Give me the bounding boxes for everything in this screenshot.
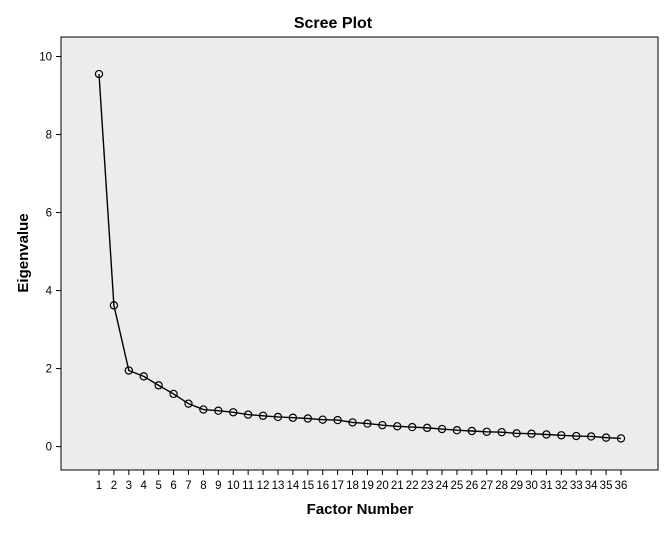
x-tick-label: 3 [126, 480, 132, 492]
x-tick-label: 23 [421, 480, 434, 492]
y-axis-label: Eigenvalue [15, 213, 32, 292]
data-point [243, 410, 253, 419]
data-point [482, 427, 491, 436]
x-tick-label: 13 [272, 480, 285, 492]
y-tick-label: 8 [46, 130, 52, 142]
x-tick-label: 6 [170, 480, 176, 492]
x-tick-label: 11 [242, 480, 254, 492]
data-point [378, 420, 387, 430]
data-point [437, 424, 447, 434]
data-point [557, 431, 566, 440]
y-axis: 0 2 4 6 8 10 [39, 52, 61, 454]
x-tick-label: 9 [215, 480, 221, 492]
x-tick-label: 35 [600, 480, 613, 492]
data-point [333, 415, 342, 425]
data-point [169, 389, 178, 399]
x-tick-label: 27 [480, 480, 493, 492]
x-tick-label: 15 [301, 480, 314, 492]
x-tick-label: 4 [141, 480, 148, 492]
chart-title: Scree Plot [294, 15, 373, 32]
x-tick-label: 12 [257, 480, 270, 492]
data-point [124, 366, 134, 375]
data-point [616, 434, 626, 443]
x-tick-label: 33 [570, 480, 583, 492]
x-tick-label: 29 [510, 480, 523, 492]
x-tick-label: 21 [391, 480, 404, 492]
x-tick-label: 24 [436, 480, 449, 492]
x-tick-label: 16 [316, 480, 329, 492]
data-point [408, 422, 417, 432]
data-point [393, 422, 402, 431]
y-tick-label: 2 [46, 364, 52, 376]
x-tick-label: 1 [96, 480, 102, 492]
x-tick-label: 28 [495, 480, 508, 492]
data-point [109, 301, 119, 310]
data-point [527, 429, 536, 438]
y-tick-label: 0 [46, 442, 52, 454]
x-tick-label: 31 [540, 480, 553, 492]
data-point [348, 418, 357, 427]
x-tick-label: 5 [155, 480, 161, 492]
data-point [422, 423, 432, 433]
y-tick-label: 4 [46, 286, 53, 298]
x-axis: 1 2 3 4 5 6 7 8 9 10 11 12 13 14 15 16 17 18 19 20 21 22 23 24 2… [96, 470, 628, 492]
x-tick-label: 7 [185, 480, 191, 492]
x-tick-label: 30 [525, 480, 538, 492]
x-tick-label: 18 [346, 480, 359, 492]
x-tick-label: 36 [615, 480, 628, 492]
data-point [572, 431, 581, 441]
data-point [154, 381, 163, 390]
x-tick-label: 10 [227, 480, 240, 492]
data-point [303, 414, 312, 423]
data-point [542, 430, 551, 439]
x-tick-label: 34 [585, 480, 598, 492]
data-point [497, 427, 506, 437]
data-point [467, 426, 477, 436]
data-point [139, 372, 148, 381]
data-point [586, 432, 596, 441]
x-tick-label: 14 [286, 480, 299, 492]
data-point [94, 69, 104, 79]
y-tick-label: 6 [46, 208, 52, 220]
x-tick-label: 2 [111, 480, 117, 492]
x-tick-label: 20 [376, 480, 389, 492]
plot-area [60, 36, 659, 471]
data-point [318, 415, 327, 424]
data-point [229, 408, 238, 417]
data-point [601, 433, 611, 442]
x-axis-label: Factor Number [307, 501, 414, 518]
x-tick-label: 25 [451, 480, 464, 492]
data-point [363, 419, 372, 428]
data-point [288, 413, 298, 422]
x-tick-label: 17 [331, 480, 344, 492]
data-point [452, 426, 462, 435]
data-point [199, 405, 208, 414]
series-line [98, 74, 622, 440]
x-tick-label: 8 [200, 480, 206, 492]
series-group [94, 69, 626, 443]
data-point [214, 406, 223, 415]
x-tick-label: 22 [406, 480, 419, 492]
x-tick-label: 19 [361, 480, 374, 492]
x-tick-label: 26 [465, 480, 478, 492]
data-point [184, 399, 193, 408]
data-point [273, 412, 283, 422]
y-tick-label: 10 [39, 52, 52, 64]
x-tick-label: 32 [555, 480, 568, 492]
data-point [258, 411, 268, 420]
data-point [512, 429, 521, 438]
